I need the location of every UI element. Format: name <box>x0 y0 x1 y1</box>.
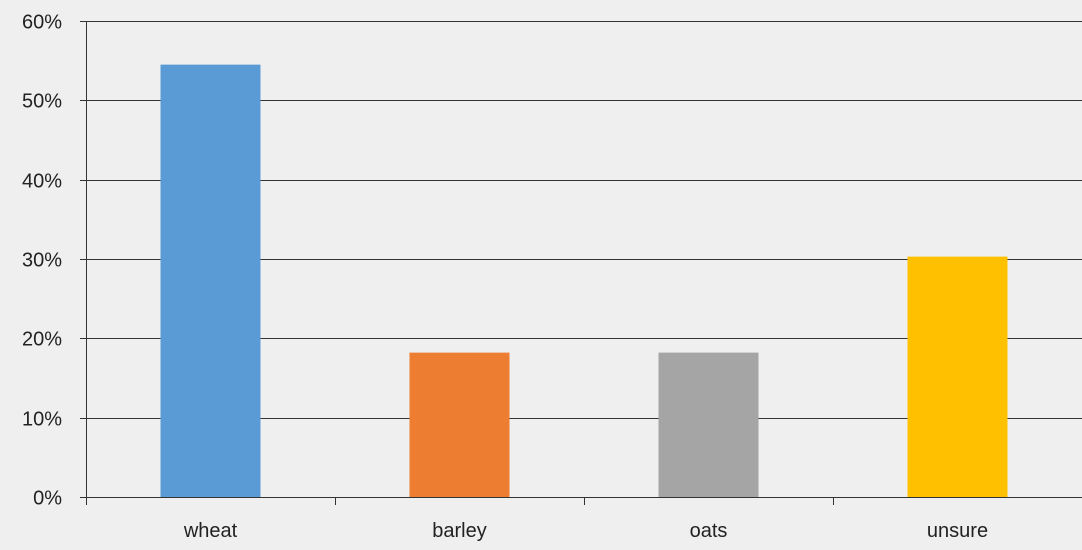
x-category-label: wheat <box>183 520 238 542</box>
labels: 0% 10% 20% 30% 40% 50% 60% wheat barley oats unsur… <box>22 12 988 543</box>
x-category-label: oats <box>690 520 728 542</box>
y-tick-label: 30% <box>22 250 62 272</box>
bars <box>160 64 1008 497</box>
bar-wheat <box>160 64 261 497</box>
y-tick-label: 50% <box>22 91 62 113</box>
bar-unsure <box>907 256 1008 497</box>
y-tick-label: 40% <box>22 171 62 193</box>
y-tick-label: 20% <box>22 329 62 351</box>
bar-barley <box>409 352 510 497</box>
y-tick-label: 0% <box>33 488 62 510</box>
y-tick-label: 60% <box>22 12 62 34</box>
bar-oats <box>658 352 759 497</box>
y-tick-label: 10% <box>22 409 62 431</box>
x-category-label: unsure <box>927 520 988 542</box>
axes <box>80 21 1082 505</box>
x-category-label: barley <box>432 520 486 542</box>
